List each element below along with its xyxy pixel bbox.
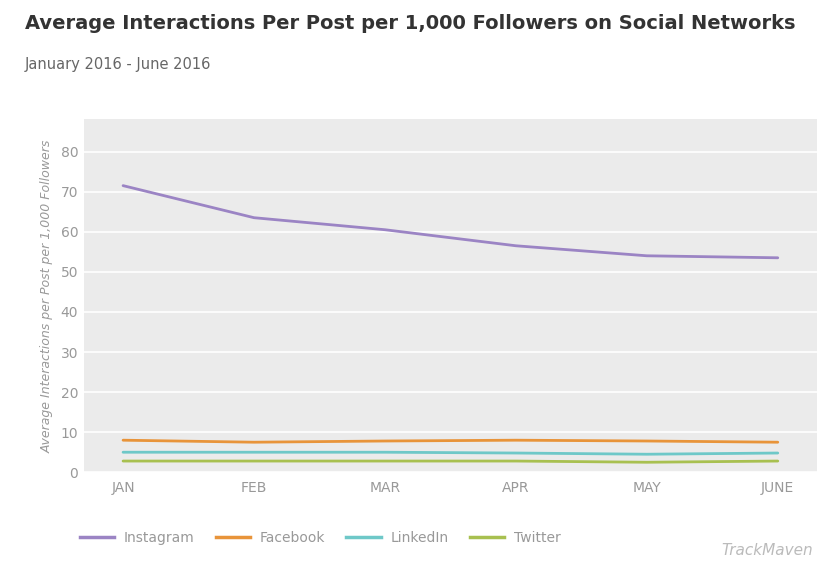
Y-axis label: Average Interactions per Post per 1,000 Followers: Average Interactions per Post per 1,000 … — [41, 139, 54, 452]
Legend: Instagram, Facebook, LinkedIn, Twitter: Instagram, Facebook, LinkedIn, Twitter — [74, 526, 566, 551]
Text: Average Interactions Per Post per 1,000 Followers on Social Networks: Average Interactions Per Post per 1,000 … — [25, 14, 795, 33]
Text: January 2016 - June 2016: January 2016 - June 2016 — [25, 57, 211, 72]
Text: TrackMaven: TrackMaven — [722, 543, 813, 558]
